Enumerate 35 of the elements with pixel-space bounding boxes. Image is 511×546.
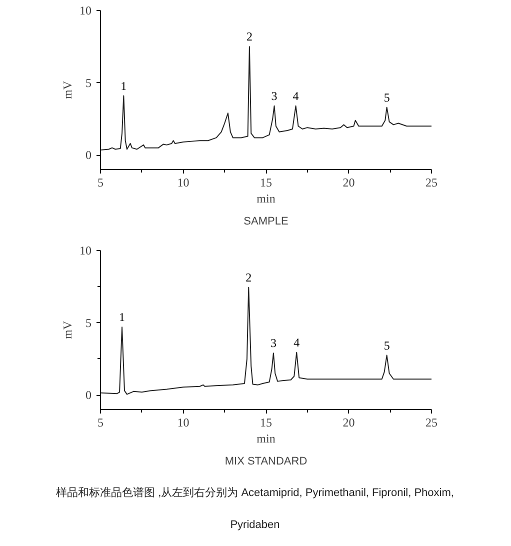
annotation: 5	[384, 90, 390, 104]
y-axis-title: mV	[60, 80, 74, 99]
text: MIX STANDARD	[224, 456, 308, 468]
y-tick-label: 0	[86, 388, 92, 402]
x-tick-label: 10	[177, 176, 190, 190]
annotation: 3	[271, 88, 278, 103]
text: SAMPLE	[244, 216, 288, 228]
x-tick-label: 25	[426, 176, 438, 190]
annotation: 3	[270, 336, 276, 350]
y-tick-label: 5	[86, 316, 92, 330]
x-tick-label: 25	[426, 416, 438, 430]
text: 样品和标准品色谱图 ,从左到右分别为 Acetamiprid, Pyrimethanil, Fipronil, Phoxim, Pyridaben	[56, 487, 454, 531]
annotation: 2	[246, 270, 252, 284]
line-series	[100, 286, 432, 395]
x-axis-title: min	[256, 432, 276, 446]
x-tick-label: 20	[342, 416, 355, 430]
y-axis-title: mV	[60, 320, 74, 339]
x-tick-label: 15	[260, 176, 272, 190]
annotation: 1	[119, 310, 126, 324]
y-tick-label: 10	[80, 244, 92, 258]
annotation: 1	[120, 78, 127, 93]
y-tick-label: 10	[80, 4, 92, 18]
annotation: 5	[384, 338, 390, 352]
line-series	[100, 46, 432, 150]
x-axis-title: min	[256, 192, 276, 206]
y-tick-label: 5	[86, 76, 92, 90]
x-tick-label: 15	[260, 416, 272, 430]
x-tick-label: 5	[98, 176, 104, 190]
x-tick-label: 20	[342, 176, 355, 190]
x-tick-label: 5	[98, 416, 104, 430]
annotation: 4	[292, 88, 299, 103]
annotation: 2	[246, 30, 252, 44]
x-tick-label: 10	[177, 416, 190, 430]
annotation: 4	[294, 335, 300, 350]
y-tick-label: 0	[86, 148, 92, 162]
